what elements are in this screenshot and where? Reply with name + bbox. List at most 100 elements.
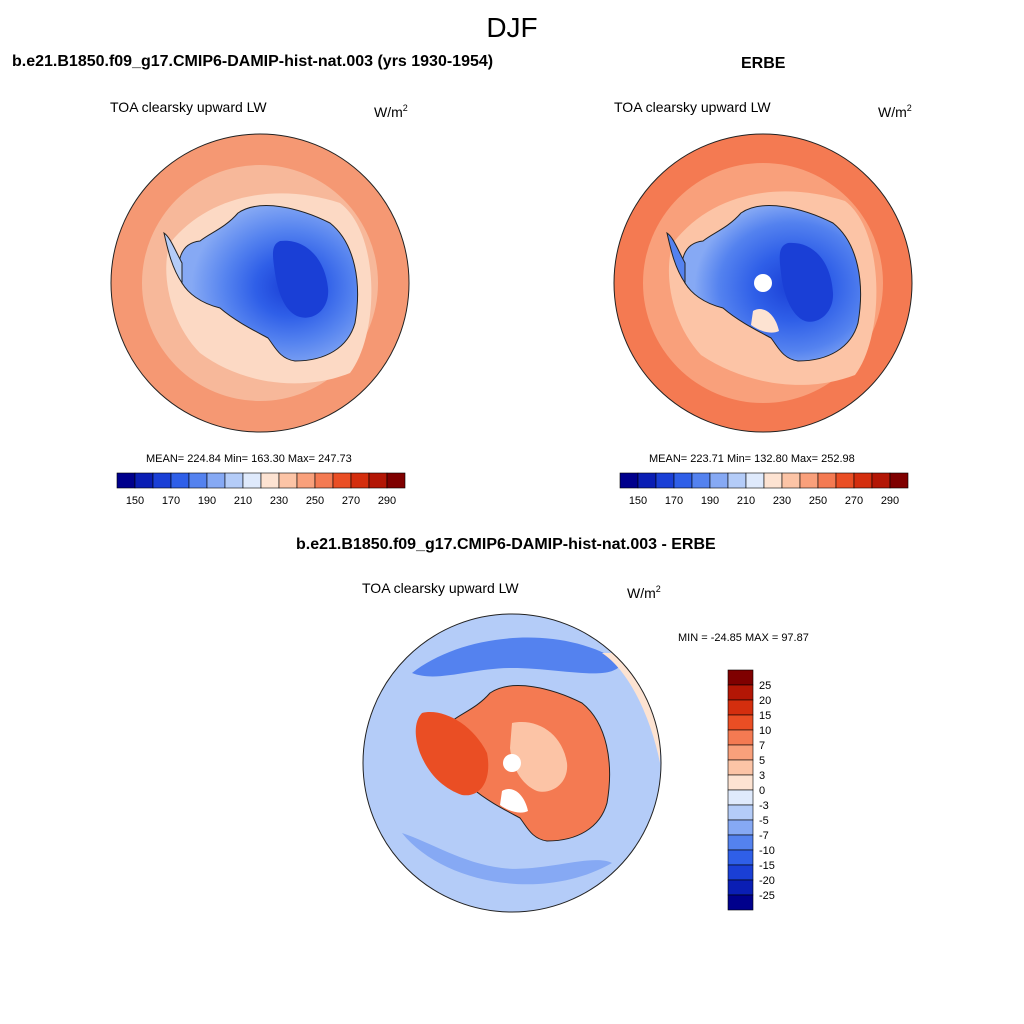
obs-colorbar-tick-label: 270 — [845, 495, 863, 507]
model-colorbar-swatch — [152, 472, 172, 489]
model-antarctica-shape — [178, 205, 359, 362]
diff-colorbar-tick-label: -10 — [759, 845, 775, 857]
model-colorbar-swatch — [260, 472, 280, 489]
diff-colorbar-swatch — [727, 774, 754, 791]
obs-colorbar-swatch — [763, 472, 783, 489]
model-units-label: W/m2 — [374, 103, 408, 120]
diff-negative-band-north — [412, 637, 622, 677]
obs-colorbar-swatch — [619, 472, 639, 489]
diff-colorbar-tick-label: -25 — [759, 890, 775, 902]
obs-colorbar-tick-label: 230 — [773, 495, 791, 507]
diff-stats: MIN = -24.85 MAX = 97.87 — [678, 632, 809, 644]
diff-colorbar-tick-label: 3 — [759, 770, 765, 782]
obs-ross-ice-shelf — [751, 309, 779, 333]
model-colorbar-swatch — [242, 472, 262, 489]
diff-colorbar-swatch — [727, 864, 754, 881]
diff-colorbar-tick-label: 20 — [759, 695, 771, 707]
model-colorbar-swatch — [296, 472, 316, 489]
obs-colorbar-swatch — [709, 472, 729, 489]
diff-colorbar-swatch — [727, 684, 754, 701]
obs-colorbar-swatch — [799, 472, 819, 489]
diff-colorbar-tick-label: 10 — [759, 725, 771, 737]
obs-colorbar-tick-label: 250 — [809, 495, 827, 507]
model-colorbar-tick-label: 170 — [162, 495, 180, 507]
diff-east-antarctica-light — [510, 722, 568, 792]
diff-negative-band-south — [402, 833, 612, 885]
model-colorbar-swatch — [170, 472, 190, 489]
model-colorbar-swatch — [278, 472, 298, 489]
obs-colorbar-swatch — [871, 472, 891, 489]
diff-colorbar-tick-label: -5 — [759, 815, 769, 827]
diff-panel-title: b.e21.B1850.f09_g17.CMIP6-DAMIP-hist-nat… — [296, 536, 716, 553]
diff-west-antarctica-max — [415, 712, 489, 796]
obs-pole-hole — [754, 274, 772, 292]
obs-units-label: W/m2 — [878, 103, 912, 120]
model-stats: MEAN= 224.84 Min= 163.30 Max= 247.73 — [146, 453, 352, 465]
model-panel-title: b.e21.B1850.f09_g17.CMIP6-DAMIP-hist-nat… — [12, 53, 494, 70]
obs-colorbar-swatch — [835, 472, 855, 489]
model-east-antarctic-plateau — [272, 240, 329, 318]
diff-colorbar-swatch — [727, 669, 754, 686]
obs-map-border — [613, 133, 913, 433]
model-colorbar-swatch — [206, 472, 226, 489]
diff-ross-ice-shelf — [500, 789, 528, 813]
diff-colorbar-tick-label: -20 — [759, 875, 775, 887]
model-colorbar-swatch — [314, 472, 334, 489]
diff-colorbar-swatch — [727, 714, 754, 731]
obs-colorbar-swatch — [817, 472, 837, 489]
model-variable-label: TOA clearsky upward LW — [110, 99, 267, 115]
model-polar-map — [110, 133, 410, 433]
diff-colorbar-swatch — [727, 894, 754, 911]
obs-colorbar-swatch — [691, 472, 711, 489]
diff-colorbar-tick-label: -15 — [759, 860, 775, 872]
model-colorbar-swatch — [224, 472, 244, 489]
diff-colorbar-swatch — [727, 819, 754, 836]
obs-colorbar-swatch — [745, 472, 765, 489]
model-colorbar-swatch — [386, 472, 406, 489]
diff-colorbar-tick-label: 15 — [759, 710, 771, 722]
obs-stats: MEAN= 223.71 Min= 132.80 Max= 252.98 — [649, 453, 855, 465]
obs-colorbar-swatch — [889, 472, 909, 489]
obs-polar-map — [613, 133, 913, 433]
obs-colorbar-swatch — [727, 472, 747, 489]
diff-units-label: W/m2 — [627, 584, 661, 601]
diff-colorbar-tick-label: 7 — [759, 740, 765, 752]
diff-colorbar-swatch — [727, 699, 754, 716]
obs-panel-title: ERBE — [741, 55, 786, 72]
diff-colorbar-swatch — [727, 744, 754, 761]
model-colorbar-tick-label: 150 — [126, 495, 144, 507]
diff-colorbar-swatch — [727, 789, 754, 806]
model-colorbar-tick-label: 250 — [306, 495, 324, 507]
diff-colorbar-swatch — [727, 729, 754, 746]
diff-colorbar-swatch — [727, 834, 754, 851]
model-antarctic-peninsula — [163, 231, 183, 285]
diff-colorbar-swatch — [727, 879, 754, 896]
obs-colorbar-swatch — [853, 472, 873, 489]
obs-colorbar-tick-label: 190 — [701, 495, 719, 507]
obs-variable-label: TOA clearsky upward LW — [614, 99, 771, 115]
model-colorbar-swatch — [188, 472, 208, 489]
diff-colorbar-swatch — [727, 849, 754, 866]
diff-colorbar-tick-label: 25 — [759, 680, 771, 692]
obs-colorbar-swatch — [655, 472, 675, 489]
obs-colorbar: 150 170 190 210 230 250 270 290 — [619, 472, 909, 507]
obs-colorbar-tick-label: 210 — [737, 495, 755, 507]
obs-colorbar-swatch — [637, 472, 657, 489]
model-colorbar-swatch — [134, 472, 154, 489]
diff-colorbar-swatch — [727, 759, 754, 776]
model-colorbar-swatch — [350, 472, 370, 489]
model-colorbar-tick-label: 230 — [270, 495, 288, 507]
model-colorbar-tick-label: 290 — [378, 495, 396, 507]
obs-colorbar-swatch — [673, 472, 693, 489]
model-colorbar-tick-label: 270 — [342, 495, 360, 507]
model-colorbar-swatch — [332, 472, 352, 489]
model-colorbar: 150 170 190 210 230 250 270 290 — [116, 472, 406, 507]
diff-map-border — [362, 613, 662, 913]
diff-colorbar-swatch — [727, 804, 754, 821]
obs-antarctic-peninsula — [666, 231, 686, 285]
diff-polar-map — [362, 613, 662, 913]
model-colorbar-tick-label: 210 — [234, 495, 252, 507]
diff-colorbar-tick-label: 5 — [759, 755, 765, 767]
model-colorbar-swatch — [368, 472, 388, 489]
diff-colorbar-tick-label: 0 — [759, 785, 765, 797]
